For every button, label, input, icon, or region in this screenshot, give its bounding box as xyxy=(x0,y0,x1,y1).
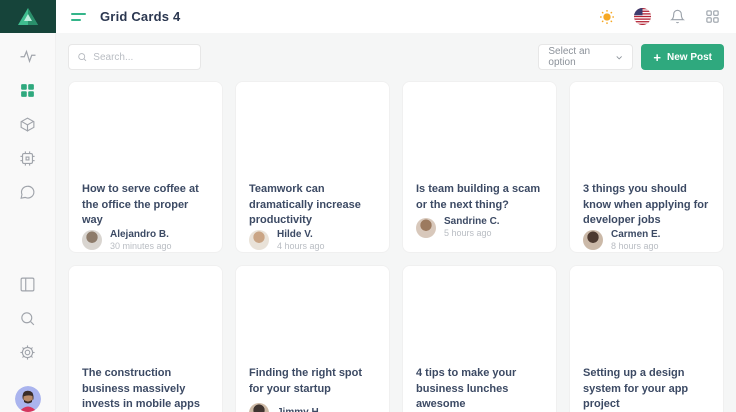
apps-menu-button[interactable] xyxy=(703,8,721,26)
author-avatar xyxy=(583,230,603,251)
author-name: Sandrine C. xyxy=(444,216,500,228)
activity-icon xyxy=(20,49,35,64)
content-area: Select an option + New Post How to serve… xyxy=(56,33,736,412)
cards-grid: How to serve coffee at the office the pr… xyxy=(68,81,724,412)
post-title: 4 tips to make your business lunches awe… xyxy=(416,367,517,411)
menu-toggle-button[interactable] xyxy=(71,12,87,21)
post-time: 4 hours ago xyxy=(277,240,325,251)
grid-2x2-icon xyxy=(705,10,719,23)
search-icon xyxy=(21,311,35,325)
bell-icon xyxy=(669,9,685,24)
post-title: 3 things you should know when applying f… xyxy=(583,183,709,227)
post-image-placeholder xyxy=(570,82,723,179)
notifications-button[interactable] xyxy=(668,8,686,26)
post-time: 30 minutes ago xyxy=(110,240,172,251)
post-card[interactable]: Is team building a scam or the next thin… xyxy=(402,81,557,253)
sidebar-item-layout[interactable] xyxy=(16,272,40,296)
post-card[interactable]: Teamwork can dramatically increase produ… xyxy=(235,81,390,253)
app-logo[interactable] xyxy=(0,0,56,33)
author-avatar xyxy=(416,217,436,238)
post-title: Teamwork can dramatically increase produ… xyxy=(249,183,361,227)
post-card[interactable]: The construction business massively inve… xyxy=(68,265,223,412)
sidebar-item-activity[interactable] xyxy=(16,44,40,68)
author-name: Jimmy H. xyxy=(277,407,321,412)
post-time: 5 hours ago xyxy=(444,228,492,239)
post-card[interactable]: 4 tips to make your business lunches awe… xyxy=(402,265,557,412)
post-card[interactable]: 3 things you should know when applying f… xyxy=(569,81,724,253)
post-title: Is team building a scam or the next thin… xyxy=(416,183,541,211)
post-time: 8 hours ago xyxy=(611,240,659,251)
us-flag-icon xyxy=(633,8,651,25)
new-post-label: New Post xyxy=(666,51,712,63)
author-name: Alejandro B. xyxy=(110,228,169,240)
gear-icon xyxy=(20,344,35,360)
new-post-button[interactable]: + New Post xyxy=(641,44,724,70)
post-image-placeholder xyxy=(403,82,556,179)
sidebar xyxy=(0,0,56,412)
search-icon xyxy=(78,53,87,62)
user-profile-avatar[interactable] xyxy=(14,386,41,412)
plus-icon: + xyxy=(653,49,661,65)
page-title: Grid Cards 4 xyxy=(100,9,181,24)
post-title: The construction business massively inve… xyxy=(82,367,200,411)
post-card[interactable]: How to serve coffee at the office the pr… xyxy=(68,81,223,253)
author-avatar xyxy=(249,230,269,251)
box-icon xyxy=(20,116,35,132)
post-image-placeholder xyxy=(236,266,389,363)
search-input[interactable] xyxy=(93,51,192,63)
sidebar-item-messages[interactable] xyxy=(16,180,40,204)
top-header: Grid Cards 4 xyxy=(56,0,736,33)
post-card[interactable]: Finding the right spot for your startup … xyxy=(235,265,390,412)
cpu-icon xyxy=(20,150,35,166)
post-image-placeholder xyxy=(570,266,723,363)
sun-icon xyxy=(600,9,614,24)
grid-dashboard-icon xyxy=(21,83,34,97)
author-avatar xyxy=(82,230,102,251)
theme-toggle-button[interactable] xyxy=(598,8,616,26)
logo-triangle-icon xyxy=(17,8,38,25)
layout-panel-icon xyxy=(20,277,35,291)
post-title: Setting up a design system for your app … xyxy=(583,367,689,411)
search-box xyxy=(68,44,201,70)
sidebar-item-dashboard[interactable] xyxy=(16,78,40,102)
post-card[interactable]: Setting up a design system for your app … xyxy=(569,265,724,412)
author-name: Carmen E. xyxy=(611,228,661,240)
chat-bubble-icon xyxy=(20,185,35,199)
post-image-placeholder xyxy=(69,266,222,363)
post-image-placeholder xyxy=(69,82,222,179)
post-title: Finding the right spot for your startup xyxy=(249,367,363,395)
language-selector[interactable] xyxy=(633,8,651,26)
toolbar: Select an option + New Post xyxy=(68,44,724,70)
post-image-placeholder xyxy=(236,82,389,179)
select-value: Select an option xyxy=(548,46,591,68)
post-title: How to serve coffee at the office the pr… xyxy=(82,183,199,227)
sidebar-item-search[interactable] xyxy=(16,306,40,330)
sidebar-item-system[interactable] xyxy=(16,146,40,170)
chevron-down-icon xyxy=(616,55,622,60)
user-illustration-icon xyxy=(14,386,41,412)
author-avatar xyxy=(249,403,269,412)
author-name: Hilde V. xyxy=(277,228,313,240)
filter-select[interactable]: Select an option xyxy=(538,44,634,70)
post-image-placeholder xyxy=(403,266,556,363)
sidebar-item-components[interactable] xyxy=(16,112,40,136)
sidebar-item-settings[interactable] xyxy=(16,340,40,364)
